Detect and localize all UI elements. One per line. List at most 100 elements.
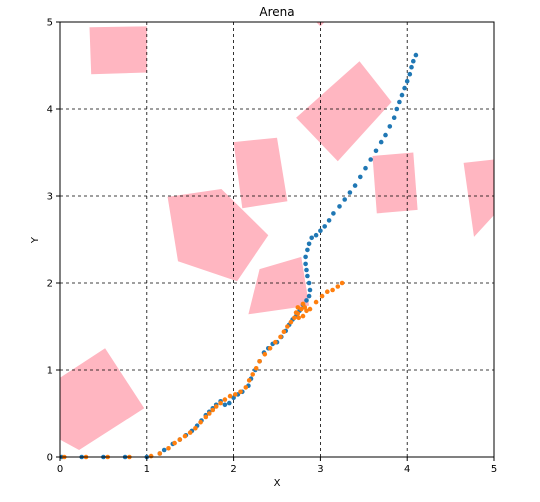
series-0-point <box>303 255 308 260</box>
series-0-point <box>303 262 308 267</box>
y-tick-label: 5 <box>47 18 53 29</box>
series-1-point <box>238 390 243 395</box>
series-1-point <box>330 288 335 293</box>
y-tick-label: 4 <box>47 105 53 116</box>
series-0-point <box>392 115 397 120</box>
series-1-point <box>273 340 278 345</box>
series-0-point <box>337 204 342 209</box>
x-tick-label: 3 <box>317 464 323 475</box>
y-tick-label: 1 <box>47 366 53 377</box>
series-1-point <box>314 300 319 305</box>
series-0-point <box>307 281 312 286</box>
series-1-point <box>193 426 198 431</box>
series-1-point <box>301 302 306 307</box>
x-tick-label: 2 <box>230 464 236 475</box>
series-1-point <box>268 346 273 351</box>
series-0-point <box>383 133 388 138</box>
series-0-point <box>374 149 379 154</box>
series-0-point <box>342 197 347 202</box>
series-0-point <box>227 401 232 406</box>
series-0-point <box>314 233 319 238</box>
series-0-point <box>358 175 363 180</box>
x-tick-label: 1 <box>144 464 150 475</box>
series-0-point <box>308 288 313 293</box>
series-1-point <box>166 446 171 451</box>
series-0-point <box>327 218 332 223</box>
series-1-point <box>172 441 177 446</box>
series-0-point <box>414 53 419 58</box>
series-1-point <box>320 294 325 299</box>
series-1-point <box>254 366 259 371</box>
series-0-point <box>305 248 310 253</box>
y-tick-label: 2 <box>47 279 53 290</box>
x-tick-label: 4 <box>404 464 410 475</box>
series-0-point <box>331 211 336 216</box>
series-0-point <box>223 403 228 408</box>
series-1-point <box>285 324 290 329</box>
series-1-point <box>228 394 233 399</box>
obstacle-0 <box>90 26 147 74</box>
series-1-point <box>257 359 262 364</box>
series-1-point <box>244 385 249 390</box>
series-1-point <box>340 281 345 286</box>
y-tick-label: 3 <box>47 192 53 203</box>
series-0-point <box>397 100 402 105</box>
series-1-point <box>296 305 301 310</box>
series-1-point <box>289 320 294 325</box>
series-0-point <box>304 268 309 273</box>
series-1-point <box>263 352 268 357</box>
series-1-point <box>301 314 306 319</box>
x-tick-label: 5 <box>491 464 497 475</box>
series-0-point <box>353 183 358 188</box>
series-1-point <box>292 316 297 321</box>
series-0-point <box>368 157 373 162</box>
series-0-point <box>408 72 413 77</box>
series-1-point <box>223 397 228 402</box>
x-tick-label: 0 <box>57 464 63 475</box>
series-0-point <box>307 294 312 299</box>
series-0-point <box>388 124 393 129</box>
series-1-point <box>188 430 193 435</box>
series-1-point <box>207 411 212 416</box>
series-0-point <box>409 65 414 70</box>
series-1-point <box>158 451 163 456</box>
series-1-point <box>278 335 283 340</box>
series-0-point <box>379 140 384 145</box>
series-1-point <box>233 392 238 397</box>
chart-title: Arena <box>259 5 294 19</box>
series-1-point <box>336 284 341 289</box>
series-0-point <box>395 107 400 112</box>
series-0-point <box>309 236 314 241</box>
series-1-point <box>204 415 209 420</box>
series-1-point <box>282 329 287 334</box>
series-1-point <box>250 372 255 377</box>
series-1-point <box>178 437 183 442</box>
series-1-point <box>308 307 313 312</box>
series-1-point <box>211 408 216 413</box>
series-0-point <box>305 274 310 279</box>
series-1-point <box>149 454 154 459</box>
series-0-point <box>318 229 323 234</box>
series-0-point <box>363 166 368 171</box>
series-0-point <box>411 59 416 64</box>
series-1-point <box>247 378 252 383</box>
x-axis-label: X <box>274 478 281 489</box>
series-1-point <box>183 434 188 439</box>
y-tick-label: 0 <box>47 453 53 464</box>
series-0-point <box>307 242 312 247</box>
series-0-point <box>162 448 167 453</box>
series-0-point <box>400 93 405 98</box>
series-1-point <box>325 289 330 294</box>
series-0-point <box>405 79 410 84</box>
y-axis-label: Y <box>30 236 41 244</box>
series-1-point <box>296 316 301 321</box>
series-0-point <box>402 86 407 91</box>
obstacle-3 <box>373 153 418 214</box>
series-0-point <box>348 190 353 195</box>
series-0-point <box>322 224 327 229</box>
series-1-point <box>218 401 223 406</box>
series-1-point <box>214 404 219 409</box>
series-1-point <box>294 310 299 315</box>
series-0-point <box>304 298 309 303</box>
